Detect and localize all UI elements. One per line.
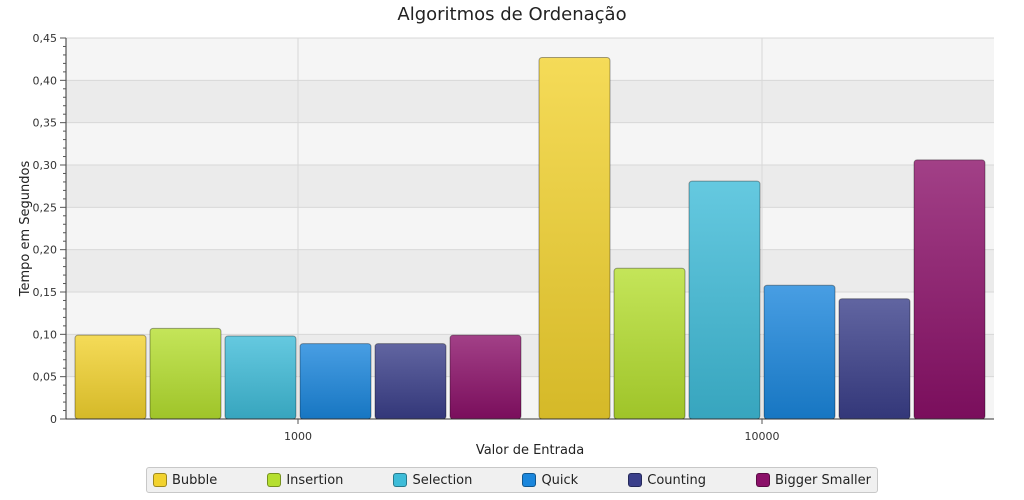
bar-insertion-10000: [613, 267, 686, 420]
legend-swatch: [393, 473, 408, 487]
y-tick-label: 0,30: [33, 159, 58, 172]
bar-bigger-smaller-10000: [913, 159, 986, 420]
legend-item-selection: Selection: [393, 473, 472, 488]
legend-label: Quick: [541, 472, 579, 488]
x-tick-label: 10000: [745, 430, 780, 443]
legend-item-bigger-smaller: Bigger Smaller: [756, 473, 871, 488]
legend-label: Bubble: [172, 472, 218, 488]
bar-insertion-1000: [149, 327, 222, 420]
bars: [74, 56, 986, 420]
legend-item-quick: Quick: [522, 473, 578, 488]
legend-swatch: [153, 473, 167, 487]
plot-band: [66, 249, 994, 292]
bar-bubble-1000: [74, 334, 147, 420]
y-tick-label: 0,40: [33, 74, 58, 87]
y-tick-label: 0: [50, 413, 57, 426]
bar-bubble-10000: [538, 56, 611, 420]
plot-band: [66, 122, 994, 165]
bar-quick-10000: [763, 284, 836, 420]
bar-selection-1000: [224, 335, 297, 420]
legend-swatch: [628, 473, 643, 487]
legend-item-bubble: Bubble: [153, 473, 217, 488]
plot-band: [66, 38, 994, 81]
bar-quick-1000: [299, 343, 372, 420]
y-tick-label: 0,20: [33, 244, 58, 257]
legend-label: Counting: [647, 472, 706, 488]
plot-band: [66, 80, 994, 123]
x-tick-label: 1000: [284, 430, 312, 443]
legend-item-insertion: Insertion: [267, 473, 343, 488]
plot-band: [66, 165, 994, 208]
legend: Bubble Insertion Selection Quick Counting Big…: [146, 467, 878, 493]
x-axis-label: Valor de Entrada: [476, 443, 584, 458]
legend-item-counting: Counting: [628, 473, 706, 488]
y-axis-label: Tempo em Segundos: [18, 161, 33, 298]
legend-label: Selection: [412, 472, 473, 488]
y-tick-label: 0,10: [33, 328, 58, 341]
bar-chart: 0 0,05 0,10 0,15 0,20 0,25 0,30 0,35 0,40 0,45 100…: [18, 32, 994, 458]
y-tick-label: 0,25: [33, 201, 58, 214]
bar-counting-10000: [838, 298, 911, 420]
legend-label: Insertion: [286, 472, 344, 488]
legend-label: Bigger Smaller: [775, 472, 871, 488]
y-tick-label: 0,35: [33, 117, 58, 130]
legend-swatch: [522, 473, 537, 487]
legend-swatch: [267, 473, 282, 487]
axes: 0 0,05 0,10 0,15 0,20 0,25 0,30 0,35 0,40 0,45 100…: [33, 32, 994, 443]
chart-title: Algoritmos de Ordenação: [397, 4, 627, 25]
y-tick-label: 0,15: [33, 286, 58, 299]
plot-band: [66, 207, 994, 250]
y-tick-label: 0,05: [33, 371, 58, 384]
bar-bigger-smaller-1000: [449, 334, 522, 420]
y-tick-label: 0,45: [33, 32, 58, 45]
bar-selection-10000: [688, 180, 761, 420]
legend-swatch: [756, 473, 771, 487]
bar-counting-1000: [374, 343, 447, 420]
